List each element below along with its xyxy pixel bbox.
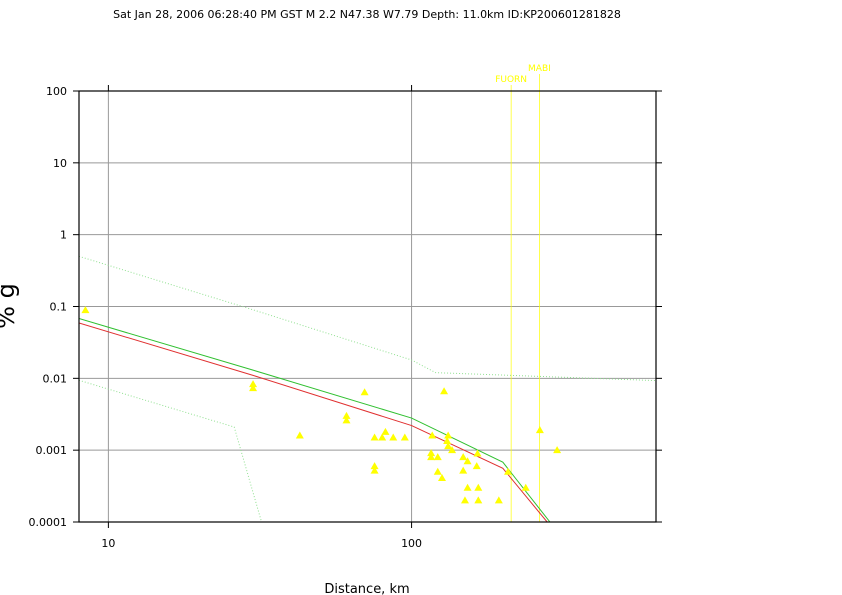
data-point	[360, 388, 369, 396]
plot-frame	[78, 90, 657, 523]
regression-line	[79, 379, 263, 522]
data-point	[521, 483, 530, 491]
data-point	[460, 496, 469, 504]
data-point	[381, 427, 390, 435]
data-point	[427, 449, 436, 457]
data-point	[535, 426, 544, 434]
station-label: MABI	[528, 64, 551, 74]
data-point	[249, 380, 258, 388]
data-point	[444, 431, 453, 439]
x-axis-label: Distance, km	[324, 582, 409, 595]
data-point	[342, 416, 351, 424]
data-point	[459, 453, 468, 461]
y-tick-label: 0.001	[36, 444, 68, 457]
data-point	[473, 449, 482, 457]
x-tick-label: 10	[101, 537, 115, 550]
y-tick-label: 0.0001	[29, 516, 68, 529]
data-point	[494, 496, 503, 504]
data-point	[463, 457, 472, 465]
data-point	[81, 306, 90, 314]
data-point	[427, 453, 436, 461]
data-point	[443, 437, 452, 445]
y-tick-label: 0.01	[43, 372, 68, 385]
data-point	[370, 433, 379, 441]
y-tick-label: 100	[46, 85, 67, 98]
x-tick-label: 100	[401, 537, 422, 550]
data-point	[428, 431, 437, 439]
data-point	[474, 483, 483, 491]
data-point	[438, 473, 447, 481]
data-point	[295, 431, 304, 439]
data-point	[433, 467, 442, 475]
data-point	[370, 462, 379, 470]
chart-subtitle: Sat Jan 28, 2006 06:28:40 PM GST M 2.2 N…	[113, 8, 621, 21]
data-point	[463, 483, 472, 491]
data-point	[553, 446, 562, 454]
data-point	[459, 466, 468, 474]
data-point	[389, 433, 398, 441]
data-point	[448, 446, 457, 454]
data-point	[444, 442, 453, 450]
data-point	[249, 384, 258, 392]
data-point	[433, 453, 442, 461]
data-point	[378, 433, 387, 441]
data-point	[370, 466, 379, 474]
y-tick-label: 0.1	[50, 301, 68, 314]
data-point	[400, 433, 409, 441]
y-tick-label: 1	[60, 229, 67, 242]
station-label: FUORN	[495, 75, 527, 85]
regression-line	[79, 318, 551, 522]
data-point	[472, 462, 481, 470]
data-point	[440, 387, 449, 395]
data-point	[474, 496, 483, 504]
y-axis-label: % g	[0, 283, 20, 329]
regression-line	[79, 255, 656, 382]
y-tick-label: 10	[53, 157, 67, 170]
data-point	[342, 411, 351, 419]
data-point	[504, 467, 513, 475]
regression-line	[79, 322, 548, 522]
